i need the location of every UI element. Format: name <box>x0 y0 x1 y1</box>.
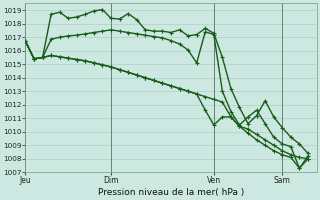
X-axis label: Pression niveau de la mer( hPa ): Pression niveau de la mer( hPa ) <box>98 188 244 197</box>
